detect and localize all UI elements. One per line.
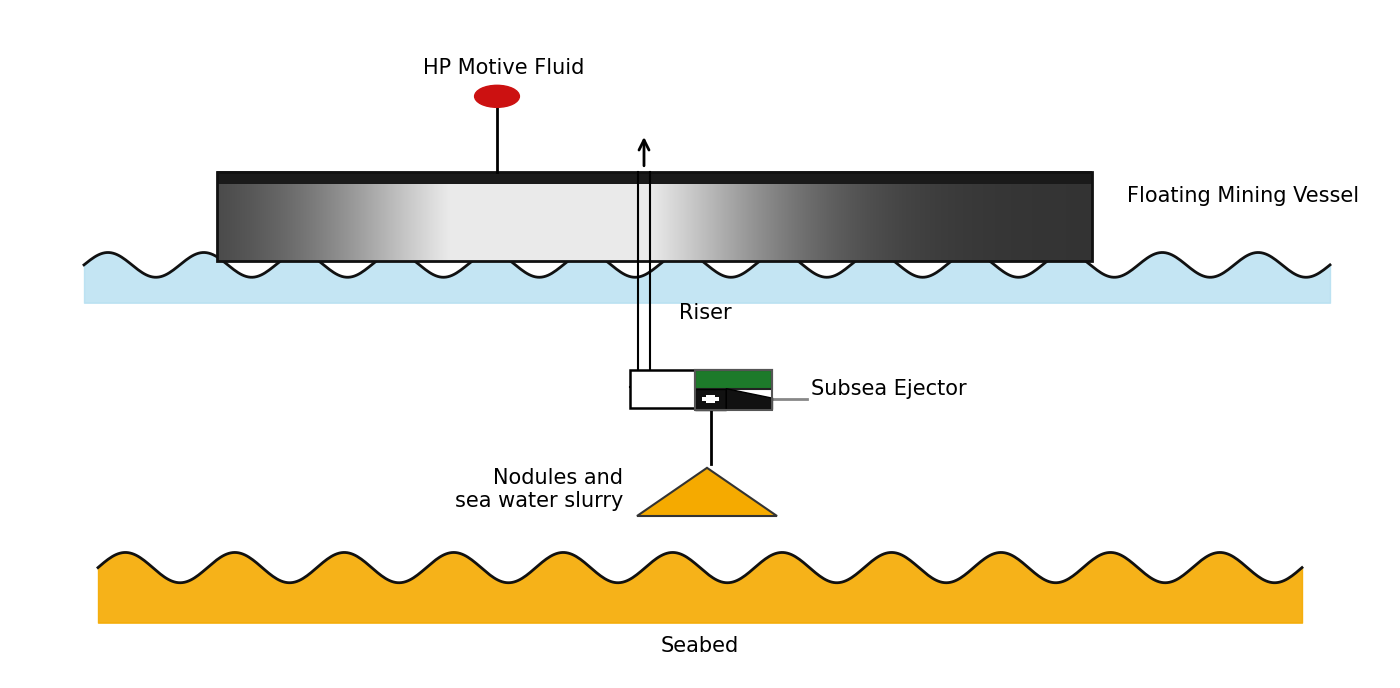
Text: Subsea Ejector: Subsea Ejector xyxy=(811,378,966,399)
Bar xyxy=(703,397,720,401)
Text: HP Motive Fluid: HP Motive Fluid xyxy=(423,58,585,78)
Bar xyxy=(706,395,715,403)
Text: Seabed: Seabed xyxy=(661,636,739,656)
Text: Riser: Riser xyxy=(679,303,732,323)
Polygon shape xyxy=(727,389,773,409)
Bar xyxy=(696,369,773,409)
Bar xyxy=(217,172,1092,261)
Bar xyxy=(696,370,773,389)
Bar xyxy=(696,389,727,409)
Bar xyxy=(217,172,1092,184)
Bar xyxy=(630,370,711,407)
Circle shape xyxy=(475,85,519,107)
Text: Floating Mining Vessel: Floating Mining Vessel xyxy=(1127,186,1359,206)
Text: Nodules and
sea water slurry: Nodules and sea water slurry xyxy=(455,468,623,511)
Polygon shape xyxy=(637,468,777,516)
